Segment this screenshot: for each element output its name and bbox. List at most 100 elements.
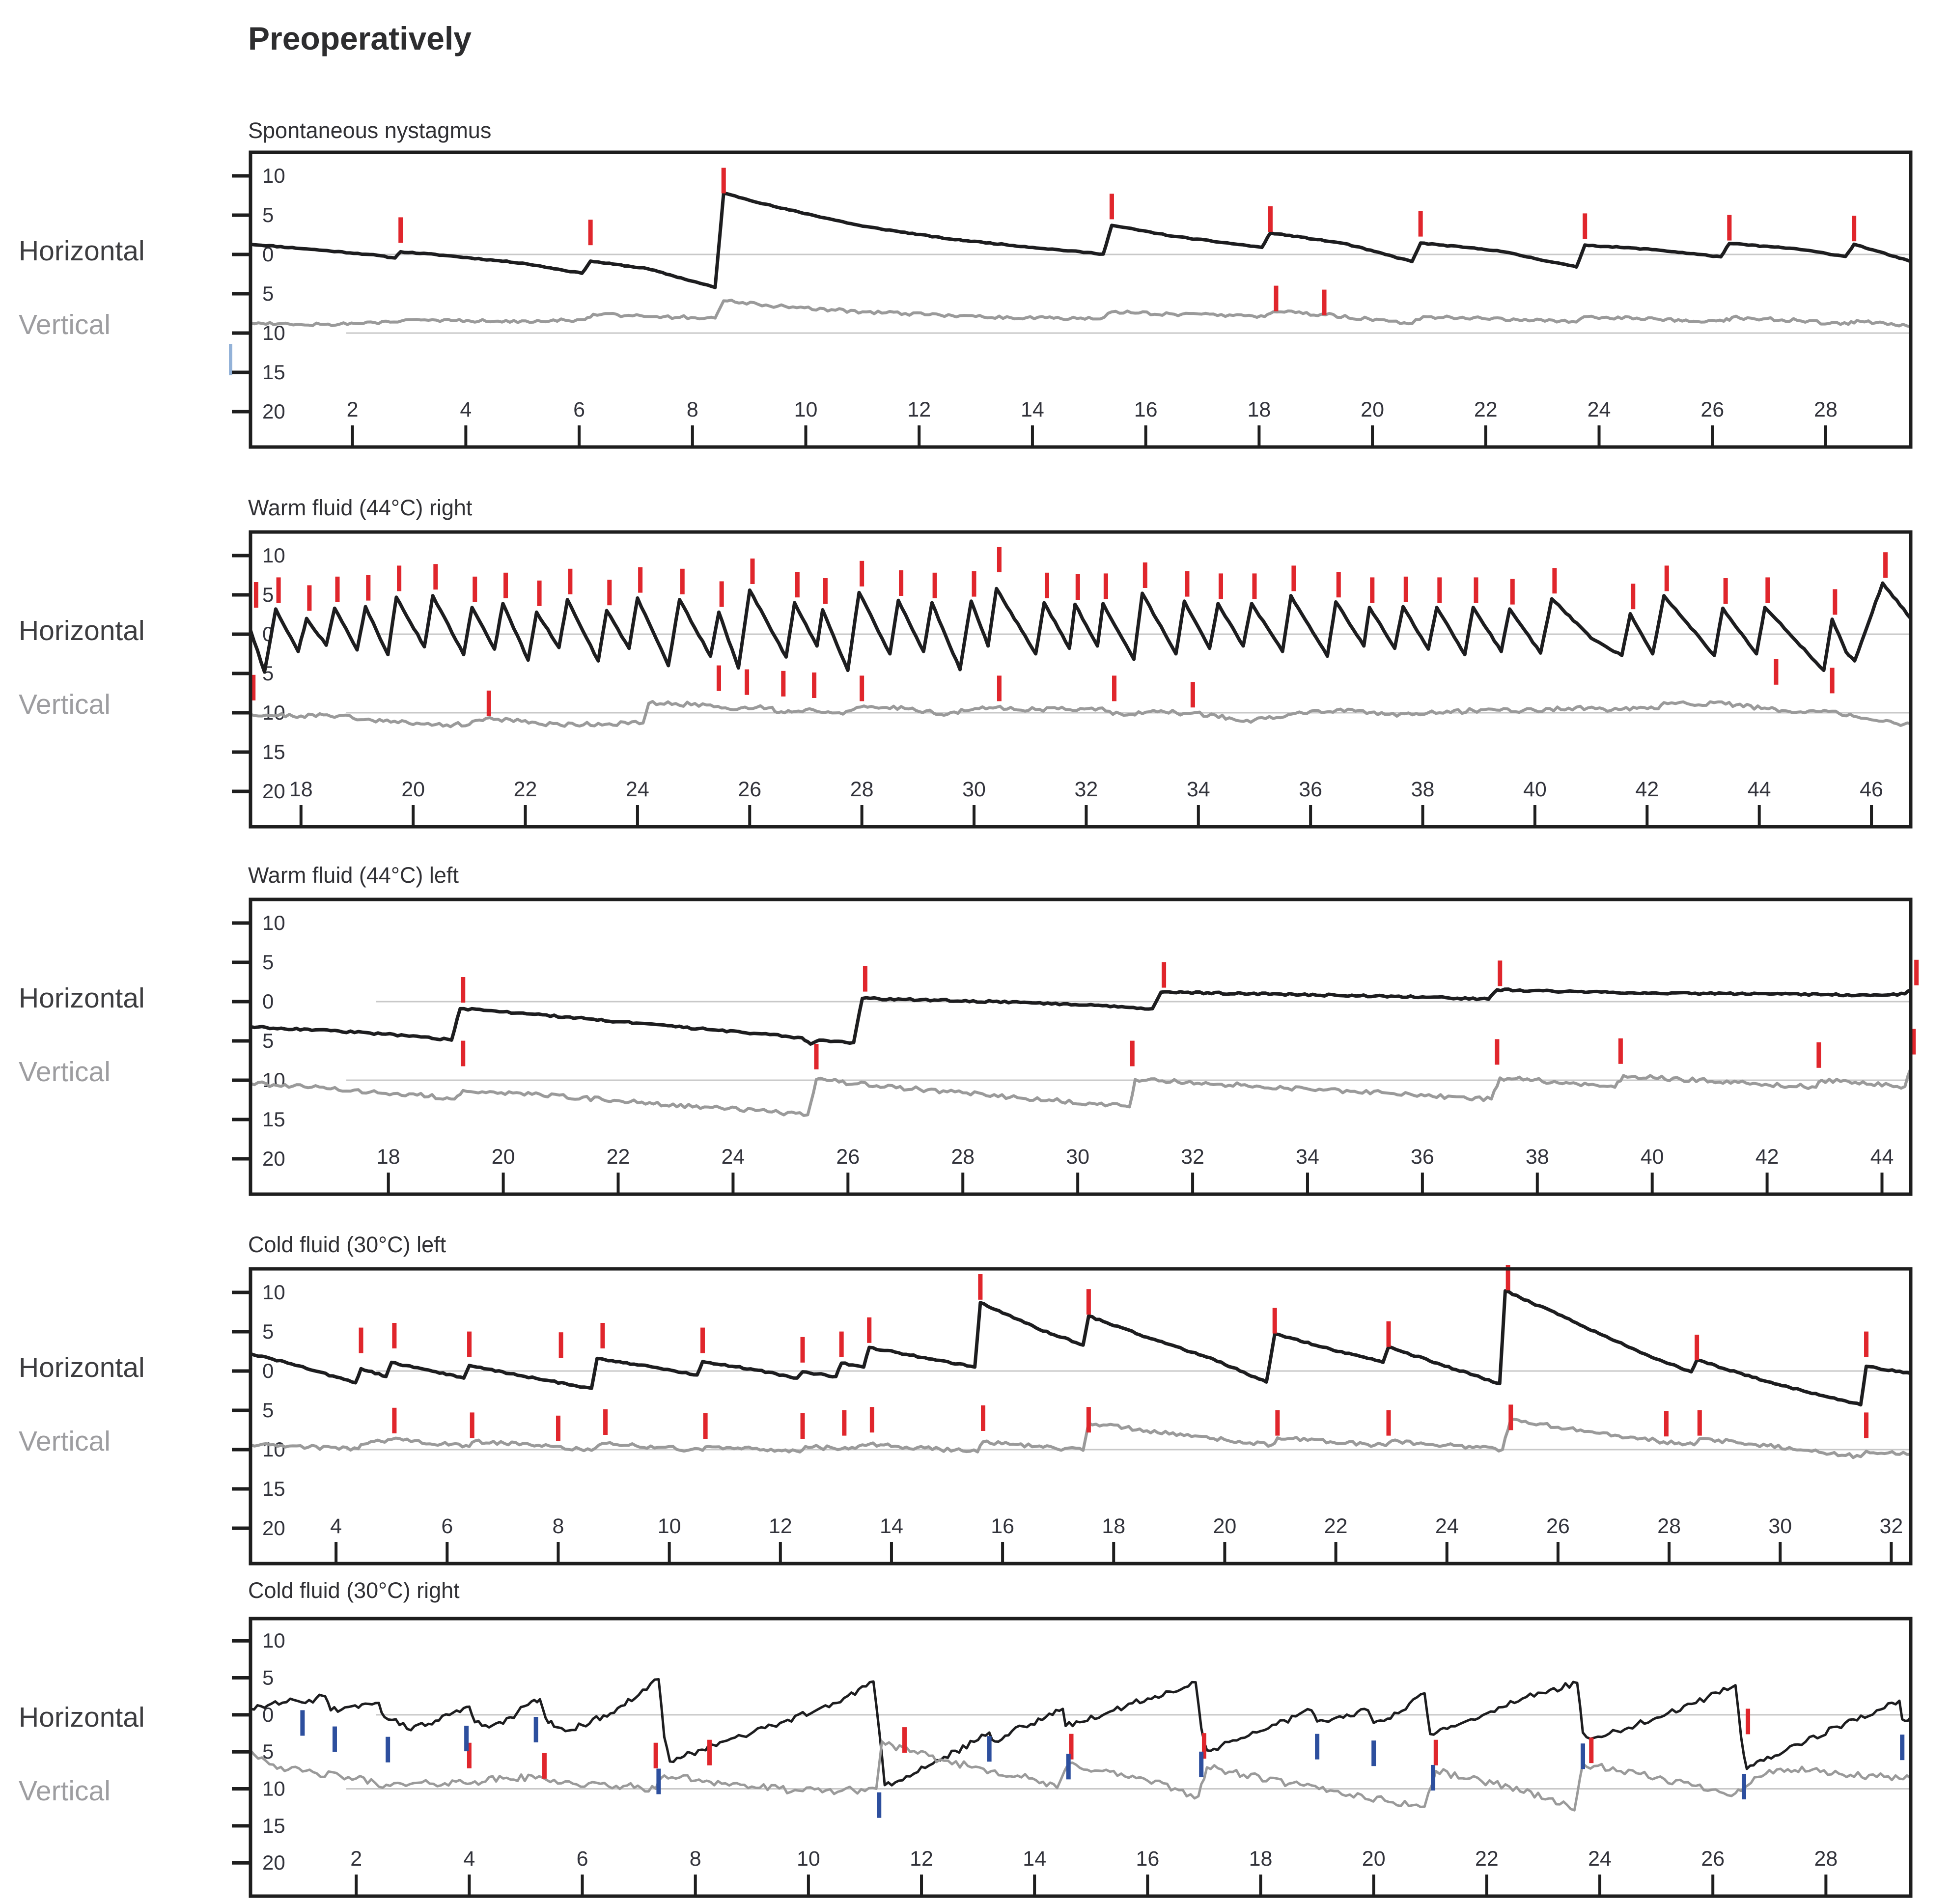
x-tick-label: 20 [1361,398,1384,421]
x-tick-label: 12 [907,398,931,421]
beat-mark-red [359,1327,363,1353]
beat-mark-red [997,675,1002,701]
beat-mark-blue [987,1736,992,1762]
panel-plot-3: 10 5 0 5 10 15 20 18 20 22 24 26 28 30 32 34 36 38 40 42 44 [232,897,1919,1196]
x-tick-label: 24 [722,1145,745,1169]
x-tick-label: 34 [1187,778,1210,801]
x-tick-label: 16 [991,1514,1014,1538]
y-tick-label: 5 [262,951,274,974]
beat-mark-blue [1742,1774,1747,1800]
x-tick-label: 30 [962,778,986,801]
y-tick-label: 15 [262,1477,285,1500]
beat-mark-red [1746,1708,1751,1735]
beat-mark-red [1069,1734,1074,1760]
beat-mark-red [860,560,864,587]
beat-mark-red [1864,1331,1869,1357]
x-tick-label: 12 [910,1847,933,1871]
beat-mark-red [1911,1029,1916,1055]
x-tick-label: 18 [1102,1514,1125,1538]
beat-mark-red [470,1412,474,1438]
axis-label-horizontal-3: Horizontal [19,982,145,1014]
beat-mark-red [1044,572,1049,598]
page-title: Preoperatively [248,20,472,56]
beat-mark-red [978,1274,983,1300]
beat-mark-red [588,220,593,246]
beat-mark-red [1589,1737,1594,1764]
axis-label-horizontal-1: Horizontal [19,235,145,267]
beat-mark-blue [1066,1754,1071,1780]
beat-mark-blue [1900,1735,1905,1761]
beat-mark-red [653,1742,658,1768]
y-tick-label: 15 [262,740,285,763]
y-tick-label: 5 [262,1666,274,1689]
beat-mark-red [1437,577,1442,603]
beat-mark-blue [464,1726,469,1752]
beat-mark-red [1130,1040,1135,1066]
beat-mark-red [503,572,508,598]
beat-mark-red [1370,577,1375,603]
beat-mark-red [680,568,685,594]
x-tick-label: 28 [951,1145,975,1169]
y-tick-label: 20 [262,1147,285,1170]
x-tick-label: 18 [377,1145,400,1169]
beat-mark-red [1697,1410,1702,1436]
trace-vertical [249,1067,1912,1117]
x-tick-label: 10 [794,398,818,421]
y-tick-label: 0 [262,243,274,266]
x-tick-label: 14 [1021,398,1044,421]
beat-mark-red [1864,1412,1869,1438]
x-tick-label: 26 [1701,1847,1725,1871]
beat-mark-red [603,1409,608,1435]
beat-mark-red [719,581,724,607]
y-tick-label: 15 [262,1814,285,1837]
beat-mark-red [1291,565,1296,591]
y-tick-label: 20 [262,400,285,423]
x-tick-label: 34 [1296,1145,1319,1169]
y-tick-label: 5 [262,282,274,305]
panel-frame [249,150,1913,449]
x-tick-label: 38 [1411,778,1435,801]
beat-mark-red [1252,573,1257,599]
beat-mark-red [1816,1042,1821,1068]
beat-mark-red [1386,1410,1391,1436]
beat-mark-red [1103,573,1108,599]
trace-vertical [249,298,1912,329]
beat-mark-red [1833,589,1838,615]
x-tick-label: 38 [1526,1145,1549,1169]
x-tick-label: 20 [1362,1847,1386,1871]
x-tick-label: 6 [441,1514,453,1538]
x-tick-label: 36 [1299,778,1322,801]
beat-mark-red [781,671,786,697]
x-tick-label: 8 [687,398,698,421]
x-tick-label: 28 [850,778,874,801]
x-tick-label: 28 [1814,1847,1838,1871]
axis-label-horizontal-5: Horizontal [19,1702,145,1733]
beat-mark-red [1268,206,1273,232]
x-tick-label: 12 [769,1514,792,1538]
trace-horizontal [249,1289,1913,1407]
axis-label-vertical-4: Vertical [19,1426,111,1457]
beat-mark-red [1505,1265,1510,1290]
x-tick-label: 20 [1213,1514,1237,1538]
beat-mark-blue [1315,1734,1320,1760]
x-tick-label: 24 [1588,1847,1612,1871]
trace-horizontal [249,1678,1912,1787]
beat-mark-red [1185,571,1190,597]
beat-mark-red [1109,194,1114,220]
x-tick-label: 32 [1879,1514,1903,1538]
beat-mark-red [556,1415,560,1441]
x-tick-label: 24 [1435,1514,1459,1538]
panel-frame [249,530,1913,829]
beat-mark-blue [656,1768,661,1794]
beat-mark-red [542,1753,547,1779]
beat-mark-red [1112,675,1117,701]
beat-mark-red [707,1739,712,1765]
x-tick-label: 20 [401,778,425,801]
x-tick-label: 42 [1635,778,1659,801]
x-tick-label: 26 [738,778,761,801]
beat-mark-red [869,1407,874,1433]
beat-mark-red [392,1407,397,1433]
x-tick-label: 6 [577,1847,588,1871]
y-tick-label: 10 [262,1777,285,1800]
